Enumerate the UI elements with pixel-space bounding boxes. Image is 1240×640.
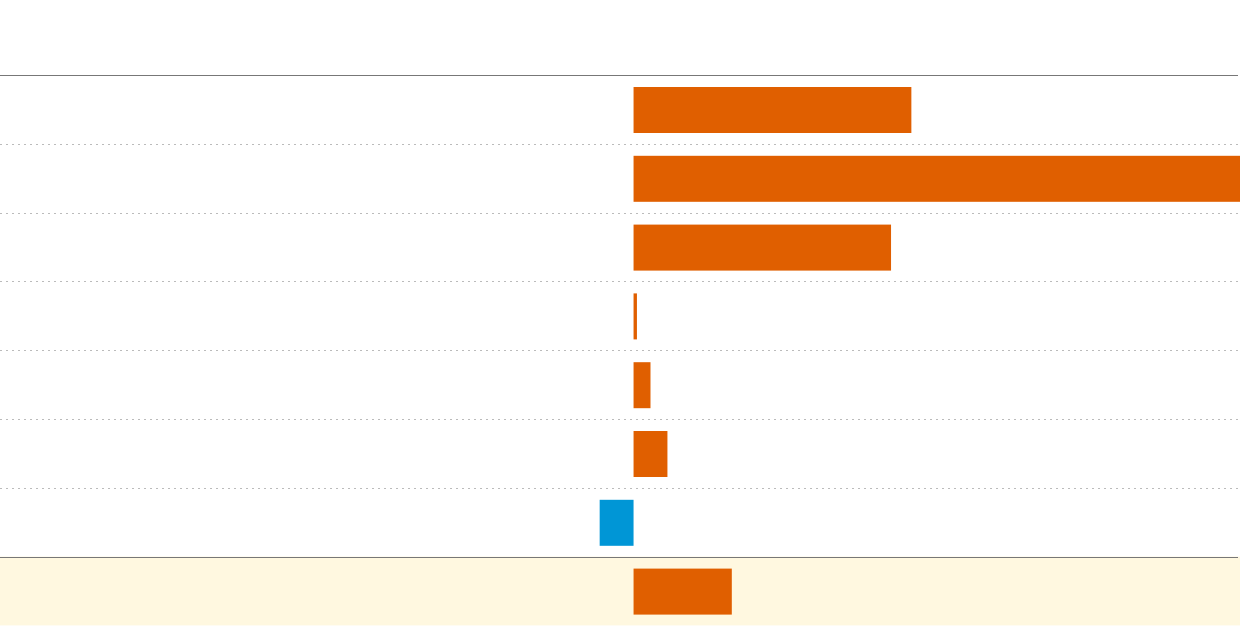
bar: [599, 499, 634, 546]
bar: [633, 431, 668, 477]
bar: [633, 155, 1240, 202]
bar: [633, 293, 637, 340]
highlight-row-background: [0, 556, 1240, 626]
bar: [633, 362, 651, 409]
bar: [633, 568, 732, 615]
bar: [633, 224, 892, 271]
bar: [633, 87, 912, 133]
